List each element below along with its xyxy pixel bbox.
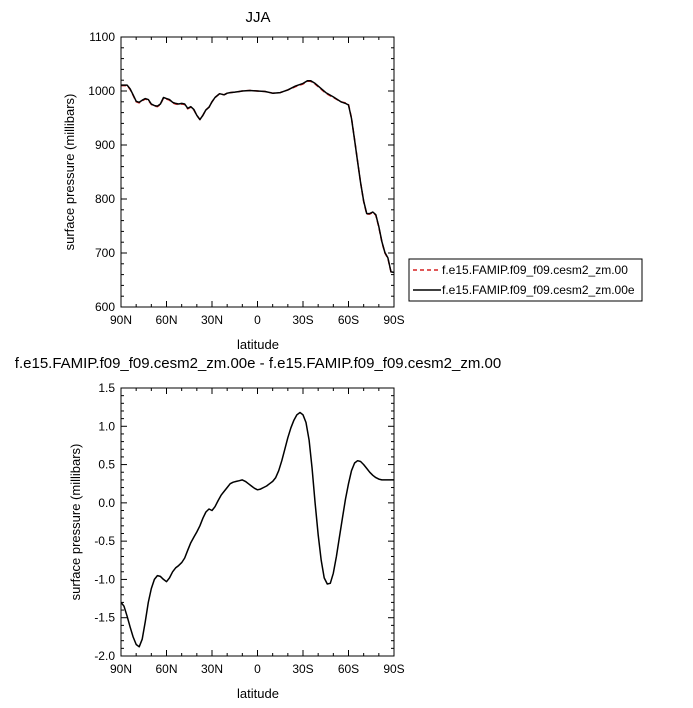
legend-label-series-2: f.e15.FAMIP.f09_f09.cesm2_zm.00e bbox=[442, 283, 635, 297]
bottom-y-tick-label: 1.0 bbox=[98, 419, 115, 433]
legend-label-series-1: f.e15.FAMIP.f09_f09.cesm2_zm.00 bbox=[442, 263, 628, 277]
bottom-y-tick-label: 1.5 bbox=[98, 381, 115, 395]
top-y-tick-label: 1000 bbox=[88, 84, 115, 98]
top-series-line-2 bbox=[121, 79, 395, 274]
bottom-series-line-1 bbox=[120, 411, 394, 648]
bottom-y-tick-label: -1.5 bbox=[94, 611, 115, 625]
top-x-axis-label: latitude bbox=[237, 337, 279, 352]
top-series-line-1 bbox=[121, 80, 395, 274]
bottom-x-tick-label: 60N bbox=[155, 662, 177, 676]
top-x-tick-label: 60S bbox=[338, 313, 359, 327]
bottom-x-axis-label: latitude bbox=[237, 686, 279, 701]
bottom-y-axis-label: surface pressure (millibars) bbox=[68, 444, 83, 601]
top-x-tick-label: 60N bbox=[155, 313, 177, 327]
top-y-tick-label: 700 bbox=[95, 246, 115, 260]
top-y-tick-label: 900 bbox=[95, 138, 115, 152]
top-plot-frame bbox=[120, 36, 395, 308]
bottom-y-tick-label: -0.5 bbox=[94, 534, 115, 548]
bottom-y-tick-label: 0.0 bbox=[98, 496, 115, 510]
top-x-tick-label: 30S bbox=[292, 313, 313, 327]
bottom-x-tick-label: 30N bbox=[201, 662, 223, 676]
bottom-x-tick-label: 90S bbox=[383, 662, 404, 676]
bottom-y-tick-label: -1.0 bbox=[94, 572, 115, 586]
legend-box bbox=[408, 258, 643, 302]
top-x-tick-label: 90N bbox=[110, 313, 132, 327]
bottom-x-tick-label: 0 bbox=[254, 662, 261, 676]
bottom-x-tick-label: 60S bbox=[338, 662, 359, 676]
top-y-tick-label: 1100 bbox=[89, 30, 115, 44]
bottom-y-tick-label: 0.5 bbox=[98, 458, 115, 472]
bottom-y-tick-label: -2.0 bbox=[94, 649, 115, 663]
top-x-tick-label: 90S bbox=[383, 313, 404, 327]
bottom-panel: f.e15.FAMIP.f09_f09.cesm2_zm.00e - f.e15… bbox=[15, 355, 501, 701]
legend: f.e15.FAMIP.f09_f09.cesm2_zm.00 f.e15.FA… bbox=[408, 258, 643, 302]
top-chart-title: JJA bbox=[245, 9, 270, 26]
top-y-tick-label: 600 bbox=[95, 300, 115, 314]
bottom-x-tick-label: 90N bbox=[110, 662, 132, 676]
top-y-axis-label: surface pressure (millibars) bbox=[62, 94, 77, 251]
top-x-tick-label: 30N bbox=[201, 313, 223, 327]
top-y-tick-label: 800 bbox=[95, 192, 115, 206]
bottom-chart-title: f.e15.FAMIP.f09_f09.cesm2_zm.00e - f.e15… bbox=[15, 355, 501, 372]
top-panel: JJA 600 700 800 900 1000 1100 90N 60N 30N 0 30S 60… bbox=[62, 9, 643, 352]
top-x-tick-label: 0 bbox=[254, 313, 261, 327]
bottom-plot-frame bbox=[120, 387, 395, 657]
bottom-x-tick-label: 30S bbox=[292, 662, 313, 676]
